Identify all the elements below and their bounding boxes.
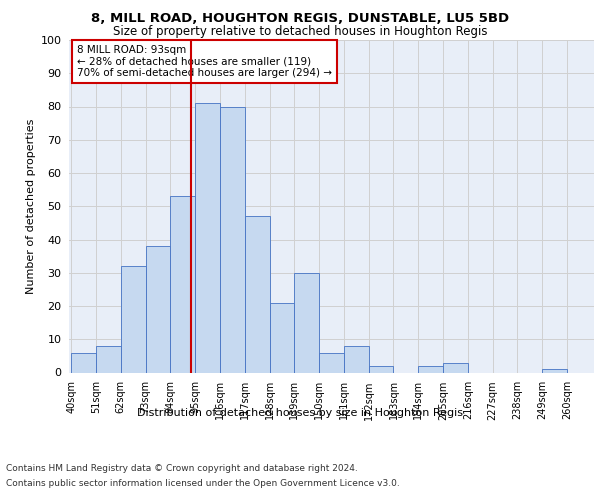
Bar: [170, 196, 195, 372]
Y-axis label: Number of detached properties: Number of detached properties: [26, 118, 36, 294]
Bar: [368, 366, 394, 372]
Bar: [96, 346, 121, 372]
Bar: [121, 266, 146, 372]
Bar: [295, 273, 319, 372]
Bar: [542, 369, 567, 372]
Bar: [344, 346, 368, 372]
Bar: [195, 103, 220, 372]
Text: Distribution of detached houses by size in Houghton Regis: Distribution of detached houses by size …: [137, 408, 463, 418]
Bar: [245, 216, 269, 372]
Bar: [269, 302, 295, 372]
Bar: [71, 352, 96, 372]
Bar: [418, 366, 443, 372]
Bar: [146, 246, 170, 372]
Bar: [319, 352, 344, 372]
Text: 8 MILL ROAD: 93sqm
← 28% of detached houses are smaller (119)
70% of semi-detach: 8 MILL ROAD: 93sqm ← 28% of detached hou…: [77, 45, 332, 78]
Text: 8, MILL ROAD, HOUGHTON REGIS, DUNSTABLE, LU5 5BD: 8, MILL ROAD, HOUGHTON REGIS, DUNSTABLE,…: [91, 12, 509, 26]
Text: Size of property relative to detached houses in Houghton Regis: Size of property relative to detached ho…: [113, 25, 487, 38]
Bar: [443, 362, 468, 372]
Text: Contains HM Land Registry data © Crown copyright and database right 2024.: Contains HM Land Registry data © Crown c…: [6, 464, 358, 473]
Text: Contains public sector information licensed under the Open Government Licence v3: Contains public sector information licen…: [6, 479, 400, 488]
Bar: [220, 106, 245, 372]
